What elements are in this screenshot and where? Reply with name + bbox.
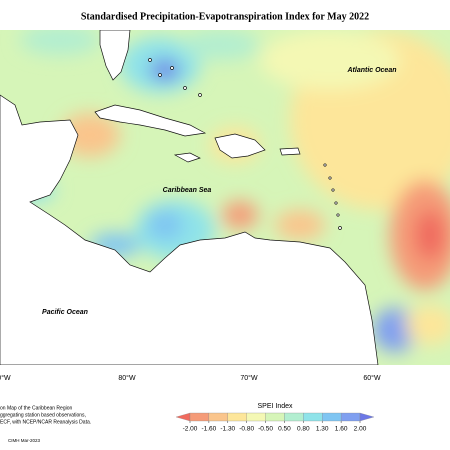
colorbar-arrow (175, 412, 191, 422)
note-line: ECF, with NCEP/NCAR Reanalysis Data. (0, 419, 91, 425)
hispaniola (214, 133, 266, 159)
map-area (0, 30, 450, 365)
legend-title: SPEI Index (257, 403, 293, 410)
sea-label: Caribbean Sea (163, 187, 212, 194)
note-line: on Map of the Caribbean Region (0, 405, 72, 411)
colorbar-segment (246, 412, 266, 422)
legend: -2.00 -1.60 -1.30 -0.80 -0.50 0.50 0.80 1.30 1.6… (175, 412, 375, 433)
puerto-rico (279, 147, 301, 156)
colorbar-segment (227, 412, 247, 422)
colorbar-segment (189, 412, 210, 422)
colorbar-label: -0.80 (239, 426, 254, 433)
colorbar-label: 1.60 (335, 426, 348, 433)
ocean-label: Atlantic Ocean (346, 67, 396, 74)
colorbar-arrow (359, 412, 375, 422)
colorbar-label: -1.30 (220, 426, 235, 433)
notes: on Map of the Caribbean Region ggregatin… (0, 405, 91, 443)
colorbar-label: 0.50 (278, 426, 291, 433)
colorbar-segment (284, 412, 304, 422)
lon-label: 90°W (0, 374, 11, 382)
florida (99, 30, 131, 81)
colorbar-segment (265, 412, 285, 422)
index-anomalies (5, 30, 450, 352)
colorbar-label: -2.00 (183, 426, 198, 433)
credit: CIMH Mar-2023 (8, 438, 41, 443)
colorbar-segment (208, 412, 228, 422)
colorbar-label: 0.80 (297, 426, 310, 433)
colorbar-label: -0.50 (258, 426, 273, 433)
colorbar-segment (340, 412, 361, 422)
ocean-label: Pacific Ocean (42, 309, 88, 316)
lon-label: 60°W (363, 374, 381, 382)
lon-label: 70°W (240, 374, 258, 382)
note-line: ggregating station based observations, (0, 412, 86, 418)
colorbar-label: 2.00 (354, 426, 367, 433)
mainland (0, 94, 379, 365)
jamaica (173, 152, 201, 163)
colorbar-label: 1.30 (316, 426, 329, 433)
small-islands (148, 58, 342, 230)
colorbar-label: -1.60 (201, 426, 216, 433)
colorbar-segment (303, 412, 323, 422)
map-title: Standardised Precipitation-Evapotranspir… (81, 11, 369, 22)
cuba (94, 104, 207, 137)
lon-label: 80°W (118, 374, 136, 382)
colorbar-segment (322, 412, 342, 422)
longitude-labels: 90°W 80°W 70°W 60°W (0, 374, 381, 382)
